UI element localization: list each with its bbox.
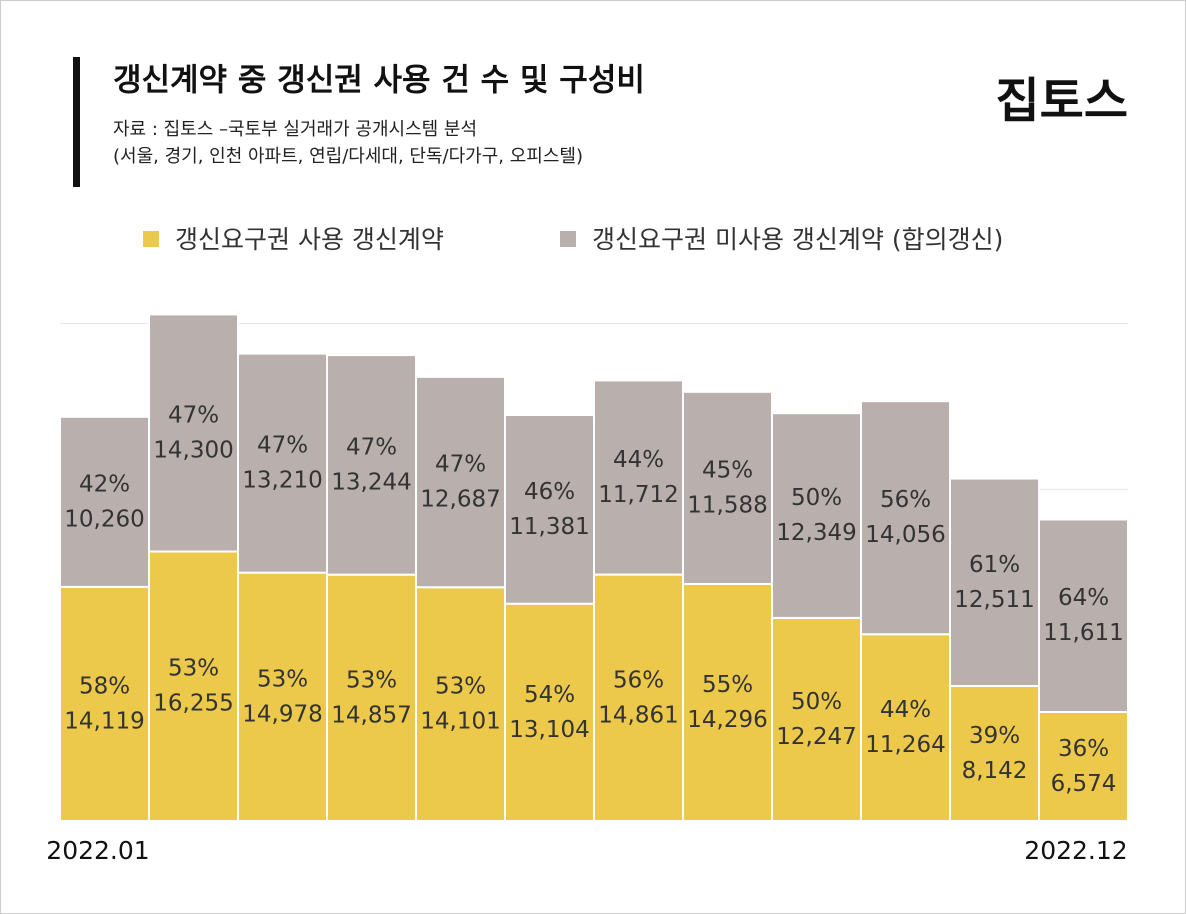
x-tick-label: 2022.12: [1024, 836, 1127, 865]
x-tick-label: 2022.01: [46, 836, 149, 865]
share-label: 55%: [702, 672, 753, 698]
value-label: 13,210: [242, 468, 322, 494]
value-label: 11,588: [687, 492, 767, 518]
share-label: 53%: [346, 667, 397, 693]
bar-segment: [682, 582, 773, 822]
value-label: 14,857: [331, 702, 411, 728]
value-label: 6,574: [1051, 771, 1117, 797]
value-label: 13,244: [331, 469, 411, 495]
value-label: 14,101: [420, 709, 500, 735]
share-label: 56%: [880, 487, 931, 513]
value-label: 14,978: [242, 701, 322, 727]
bar-segment: [949, 685, 1040, 822]
bar-segment: [237, 352, 328, 574]
logo: 집토스: [996, 73, 1128, 129]
value-label: 11,611: [1043, 620, 1123, 646]
value-label: 12,349: [776, 520, 856, 546]
bar-segment: [504, 602, 595, 823]
share-label: 47%: [346, 434, 397, 460]
share-label: 53%: [435, 674, 486, 700]
value-label: 8,142: [962, 758, 1028, 784]
bar-segment: [237, 571, 328, 822]
share-label: 45%: [702, 457, 753, 483]
share-label: 44%: [613, 447, 664, 473]
value-label: 14,296: [687, 707, 767, 733]
share-label: 50%: [791, 689, 842, 715]
bar-segment: [59, 415, 150, 588]
share-label: 61%: [969, 552, 1020, 578]
share-label: 64%: [1058, 585, 1109, 611]
bar-segment: [771, 412, 862, 619]
subtitle: 자료 : 집토스 –국토부 실거래가 공개시스템 분석: [113, 119, 477, 140]
value-label: 11,264: [865, 732, 945, 758]
bar-segment: [148, 550, 239, 823]
share-label: 42%: [79, 471, 130, 497]
value-label: 12,687: [420, 487, 500, 513]
share-label: 46%: [524, 479, 575, 505]
share-label: 56%: [613, 667, 664, 693]
bar-segment: [682, 390, 773, 585]
bar-segment: [59, 585, 150, 823]
bar-segment: [771, 616, 862, 822]
share-label: 36%: [1058, 736, 1109, 762]
value-label: 14,300: [153, 437, 233, 463]
bar-segment: [593, 379, 684, 576]
share-label: 47%: [257, 433, 308, 459]
bar-segment: [148, 313, 239, 553]
bar-segment: [415, 586, 506, 823]
legend-swatch: [560, 231, 576, 247]
share-label: 53%: [257, 666, 308, 692]
value-label: 14,119: [64, 708, 144, 734]
share-label: 54%: [524, 682, 575, 708]
share-label: 44%: [880, 697, 931, 723]
share-label: 39%: [969, 723, 1020, 749]
bar-segment: [504, 414, 595, 605]
share-label: 47%: [435, 452, 486, 478]
bar-segment: [949, 477, 1040, 688]
bar-segment: [1038, 518, 1129, 713]
share-label: 53%: [168, 656, 219, 682]
bar-segment: [415, 375, 506, 589]
legend-swatch: [143, 231, 159, 247]
value-label: 11,712: [598, 482, 678, 508]
value-label: 12,247: [776, 724, 856, 750]
legend-label: 갱신요구권 사용 갱신계약: [175, 225, 444, 254]
value-label: 16,255: [153, 691, 233, 717]
bar-segment: [326, 354, 417, 576]
bar-segment: [326, 573, 417, 823]
chart-title: 갱신계약 중 갱신권 사용 건 수 및 구성비: [113, 63, 645, 99]
bar-segment: [1038, 710, 1129, 822]
value-label: 13,104: [509, 717, 589, 743]
title-bar: [73, 57, 80, 187]
legend-label: 갱신요구권 미사용 갱신계약 (합의갱신): [592, 225, 1003, 254]
share-label: 47%: [168, 402, 219, 428]
bar-segment: [593, 573, 684, 822]
bar-segment: [860, 633, 951, 822]
value-label: 14,056: [865, 522, 945, 548]
value-label: 12,511: [954, 587, 1034, 613]
value-label: 10,260: [64, 506, 144, 532]
share-label: 58%: [79, 673, 130, 699]
value-label: 11,381: [509, 514, 589, 540]
bar-segment: [860, 400, 951, 636]
value-label: 14,861: [598, 702, 678, 728]
subtitle: (서울, 경기, 인천 아파트, 연립/다세대, 단독/다가구, 오피스텔): [113, 146, 583, 167]
share-label: 50%: [791, 485, 842, 511]
